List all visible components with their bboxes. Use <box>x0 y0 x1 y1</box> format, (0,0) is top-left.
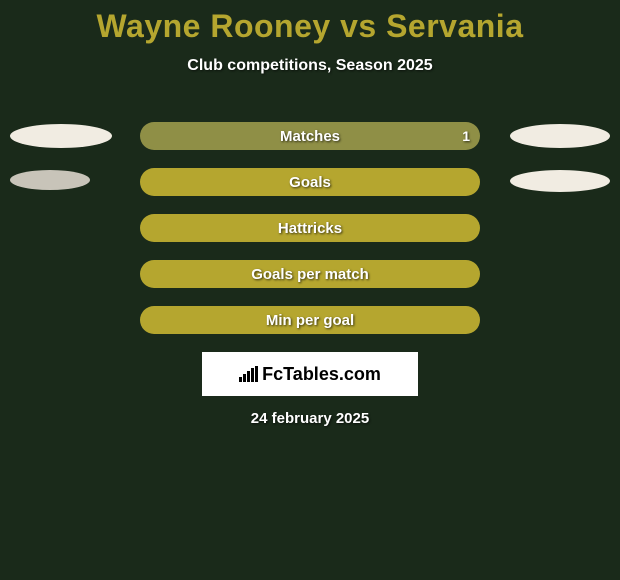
stat-row: Min per goal <box>0 306 620 352</box>
stat-value: 1 <box>462 128 470 144</box>
date-text: 24 february 2025 <box>251 410 369 427</box>
stat-bar: Goals per match <box>140 260 480 288</box>
stat-bar: Matches 1 <box>140 122 480 150</box>
ellipse-right <box>510 124 610 148</box>
stat-row: Matches 1 <box>0 122 620 168</box>
stat-label: Goals per match <box>251 266 369 283</box>
stat-row: Goals per match <box>0 260 620 306</box>
stat-row: Goals <box>0 168 620 214</box>
stat-label: Hattricks <box>278 220 342 237</box>
logo: FcTables.com <box>239 364 381 385</box>
ellipse-right <box>510 170 610 192</box>
page-title: Wayne Rooney vs Servania <box>0 8 620 45</box>
stat-bar: Goals <box>140 168 480 196</box>
ellipse-left <box>10 124 112 148</box>
stat-label: Goals <box>289 174 331 191</box>
stat-row: Hattricks <box>0 214 620 260</box>
stat-rows: Matches 1 Goals Hattricks Goals per match Min… <box>0 122 620 352</box>
stat-bar: Min per goal <box>140 306 480 334</box>
stat-label: Matches <box>280 128 340 145</box>
stat-bar: Hattricks <box>140 214 480 242</box>
ellipse-left <box>10 170 90 190</box>
bars-icon <box>239 366 258 382</box>
subtitle: Club competitions, Season 2025 <box>0 57 620 75</box>
logo-text: FcTables.com <box>262 364 381 385</box>
logo-box: FcTables.com <box>202 352 418 396</box>
stat-label: Min per goal <box>266 312 354 329</box>
